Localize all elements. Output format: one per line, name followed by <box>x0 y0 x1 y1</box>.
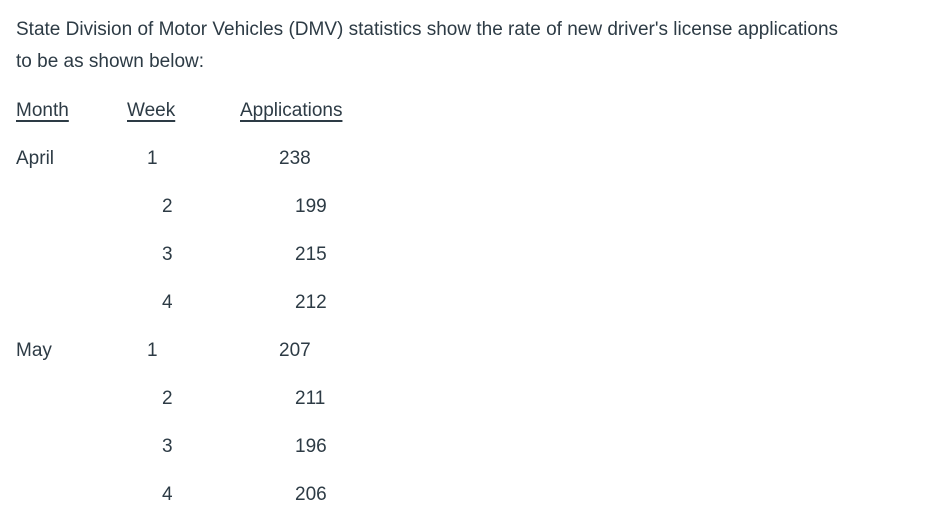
cell-applications: 238 <box>279 148 311 169</box>
cell-week: 1 <box>147 340 158 361</box>
cell-week: 3 <box>162 436 173 457</box>
column-header-month: Month <box>16 100 69 121</box>
cell-applications: 212 <box>295 292 327 313</box>
table-row: 4 206 <box>0 483 946 520</box>
stats-table-body: April 1 238 2 199 3 215 4 212 May 1 207 … <box>0 147 946 520</box>
cell-month: May <box>16 340 52 361</box>
cell-week: 4 <box>162 484 173 505</box>
table-row: 3 215 <box>0 243 946 291</box>
cell-applications: 196 <box>295 436 327 457</box>
cell-week: 3 <box>162 244 173 265</box>
table-row: 2 199 <box>0 195 946 243</box>
table-row: 4 212 <box>0 291 946 339</box>
table-row: May 1 207 <box>0 339 946 387</box>
table-header-row: Month Week Applications <box>0 100 946 128</box>
cell-applications: 207 <box>279 340 311 361</box>
intro-line-2: to be as shown below: <box>16 51 205 72</box>
cell-week: 1 <box>147 148 158 169</box>
intro-line-1: State Division of Motor Vehicles (DMV) s… <box>16 19 839 40</box>
table-row: 3 196 <box>0 435 946 483</box>
cell-week: 4 <box>162 292 173 313</box>
table-row: April 1 238 <box>0 147 946 195</box>
column-header-week: Week <box>127 100 176 121</box>
cell-applications: 199 <box>295 196 327 217</box>
cell-week: 2 <box>162 388 173 409</box>
cell-applications: 211 <box>295 388 326 409</box>
column-header-applications: Applications <box>240 100 343 121</box>
table-row: 2 211 <box>0 387 946 435</box>
cell-applications: 215 <box>295 244 327 265</box>
cell-month: April <box>16 148 55 169</box>
cell-week: 2 <box>162 196 173 217</box>
cell-applications: 206 <box>295 484 327 505</box>
intro-paragraph: State Division of Motor Vehicles (DMV) s… <box>16 14 936 78</box>
